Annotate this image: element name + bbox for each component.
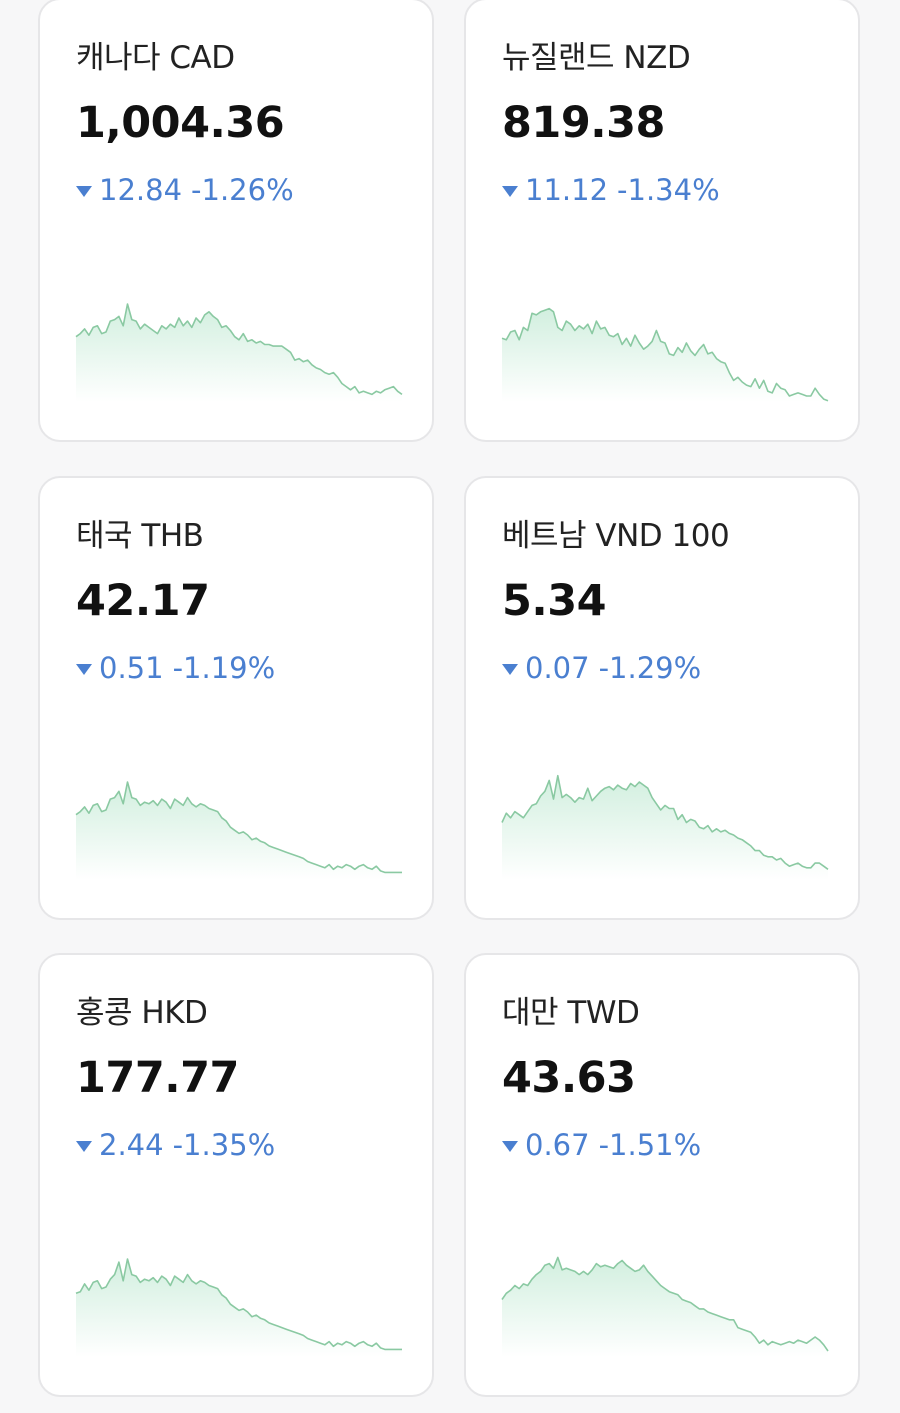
sparkline-chart	[75, 1258, 402, 1357]
rate-change: 2.44 -1.35%	[76, 1128, 275, 1162]
change-percent: -1.19%	[172, 651, 276, 685]
sparkline-area	[76, 304, 402, 402]
sparkline-line	[75, 1258, 402, 1351]
currency-card-vnd[interactable]: 베트남 VND 100 5.34 0.07 -1.29%	[464, 476, 860, 920]
currency-name: 뉴질랜드 NZD	[502, 40, 691, 76]
sparkline-area	[502, 775, 828, 880]
sparkline-chart	[501, 774, 829, 880]
currency-card-nzd[interactable]: 뉴질랜드 NZD 819.38 11.12 -1.34%	[464, 0, 860, 442]
sparkline-line	[501, 307, 829, 402]
change-amount: 2.44	[99, 1128, 164, 1162]
triangle-down-icon	[76, 185, 92, 197]
sparkline-line	[75, 781, 402, 874]
rate-change: 0.67 -1.51%	[502, 1128, 701, 1162]
currency-card-thb[interactable]: 태국 THB 42.17 0.51 -1.19%	[38, 476, 434, 920]
change-amount: 12.84	[99, 173, 183, 207]
currency-card-cad[interactable]: 캐나다 CAD 1,004.36 12.84 -1.26%	[38, 0, 434, 442]
sparkline-line	[501, 1256, 829, 1352]
change-amount: 0.07	[525, 651, 590, 685]
exchange-rate-value: 177.77	[76, 1053, 239, 1103]
currency-name: 대만 TWD	[502, 995, 640, 1031]
exchange-rate-value: 42.17	[76, 576, 210, 626]
change-percent: -1.34%	[617, 173, 720, 207]
change-percent: -1.26%	[191, 173, 294, 207]
triangle-down-icon	[502, 1140, 518, 1152]
rate-change: 0.51 -1.19%	[76, 651, 275, 685]
exchange-rate-value: 43.63	[502, 1053, 636, 1103]
change-percent: -1.51%	[598, 1128, 702, 1162]
currency-name: 홍콩 HKD	[76, 995, 208, 1031]
triangle-down-icon	[502, 185, 518, 197]
rate-change: 0.07 -1.29%	[502, 651, 701, 685]
change-percent: -1.35%	[172, 1128, 276, 1162]
exchange-rate-value: 5.34	[502, 576, 607, 626]
exchange-rate-value: 819.38	[502, 98, 665, 148]
exchange-rate-value: 1,004.36	[76, 98, 285, 148]
change-amount: 11.12	[525, 173, 609, 207]
currency-card-hkd[interactable]: 홍콩 HKD 177.77 2.44 -1.35%	[38, 953, 434, 1397]
sparkline-chart	[501, 1256, 829, 1357]
sparkline-line	[501, 774, 829, 870]
currency-name: 태국 THB	[76, 518, 204, 554]
triangle-down-icon	[502, 663, 518, 675]
change-amount: 0.67	[525, 1128, 590, 1162]
change-amount: 0.51	[99, 651, 164, 685]
rate-change: 11.12 -1.34%	[502, 173, 720, 207]
rate-change: 12.84 -1.26%	[76, 173, 294, 207]
sparkline-line	[75, 303, 403, 396]
sparkline-area	[502, 1257, 828, 1357]
currency-name: 캐나다 CAD	[76, 40, 235, 76]
sparkline-chart	[75, 781, 402, 880]
sparkline-chart	[75, 303, 403, 402]
currency-name: 베트남 VND 100	[502, 518, 730, 554]
sparkline-chart	[501, 307, 829, 402]
currency-card-twd[interactable]: 대만 TWD 43.63 0.67 -1.51%	[464, 953, 860, 1397]
sparkline-area	[76, 1259, 402, 1357]
triangle-down-icon	[76, 663, 92, 675]
change-percent: -1.29%	[598, 651, 702, 685]
sparkline-area	[502, 308, 828, 402]
triangle-down-icon	[76, 1140, 92, 1152]
sparkline-area	[76, 782, 402, 880]
